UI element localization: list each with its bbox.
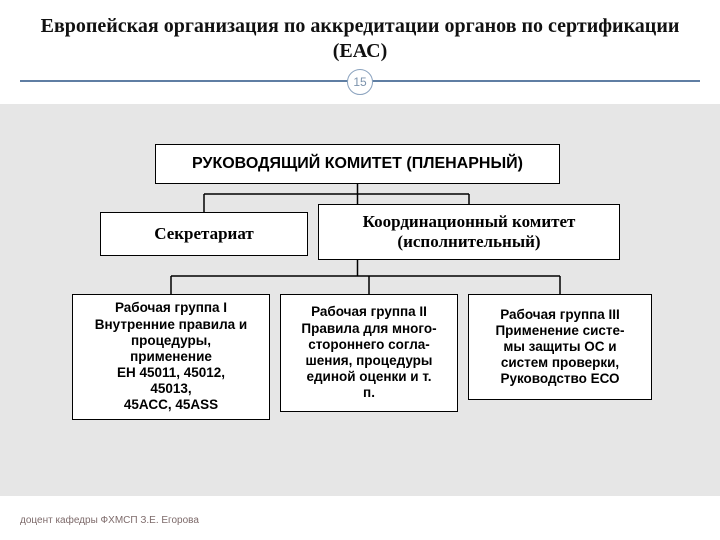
org-chart: РУКОВОДЯЩИЙ КОМИТЕТ (ПЛЕНАРНЫЙ) Секретар… — [0, 104, 720, 496]
wg2-l3: стороннего согла- — [308, 337, 430, 353]
wg1-l1: Рабочая группа I — [115, 300, 227, 316]
wg1-l7: 45АСС, 45АSS — [124, 397, 218, 413]
node-coord-line2: (исполнительный) — [397, 232, 540, 252]
wg2-l6: п. — [363, 385, 375, 401]
slide-number-badge: 15 — [347, 69, 373, 95]
wg1-l5: ЕН 45011, 45012, — [117, 365, 225, 381]
wg1-l3: процедуры, — [131, 333, 211, 349]
node-secretariat: Секретариат — [100, 212, 308, 256]
wg2-l4: шения, процедуры — [306, 353, 433, 369]
node-coord-line1: Координационный комитет — [363, 212, 576, 232]
wg3-l1: Рабочая группа III — [500, 307, 620, 323]
wg1-l6: 45013, — [150, 381, 191, 397]
node-root: РУКОВОДЯЩИЙ КОМИТЕТ (ПЛЕНАРНЫЙ) — [155, 144, 560, 184]
footer-text: доцент кафедры ФХМСП З.Е. Егорова — [20, 515, 199, 526]
wg1-l4: применение — [130, 349, 212, 365]
wg2-l1: Рабочая группа II — [311, 304, 427, 320]
node-wg2: Рабочая группа II Правила для много- сто… — [280, 294, 458, 412]
node-root-label: РУКОВОДЯЩИЙ КОМИТЕТ (ПЛЕНАРНЫЙ) — [192, 154, 523, 173]
wg3-l2: Применение систе- — [495, 323, 624, 339]
wg1-l2: Внутренние правила и — [95, 317, 247, 333]
wg3-l5: Руководство ЕСО — [500, 371, 619, 387]
node-coord: Координационный комитет (исполнительный) — [318, 204, 620, 260]
node-wg1: Рабочая группа I Внутренние правила и пр… — [72, 294, 270, 420]
wg2-l2: Правила для много- — [301, 321, 436, 337]
wg2-l5: единой оценки и т. — [306, 369, 431, 385]
page-title: Европейская организация по аккредитации … — [20, 14, 700, 64]
title-rule: 15 — [20, 80, 700, 82]
node-wg3: Рабочая группа III Применение систе- мы … — [468, 294, 652, 400]
wg3-l3: мы защиты ОС и — [503, 339, 616, 355]
node-secretariat-label: Секретариат — [154, 224, 254, 244]
wg3-l4: систем проверки, — [501, 355, 619, 371]
